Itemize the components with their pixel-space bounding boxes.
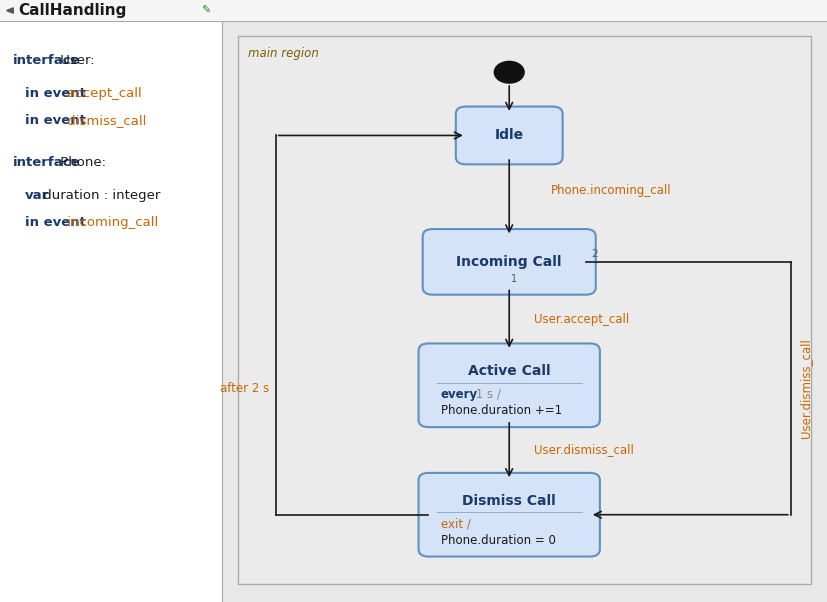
Text: User.dismiss_call: User.dismiss_call bbox=[798, 338, 811, 438]
FancyBboxPatch shape bbox=[418, 473, 599, 556]
Text: interface: interface bbox=[12, 54, 80, 67]
Text: main region: main region bbox=[248, 47, 319, 60]
Text: in event: in event bbox=[25, 87, 86, 100]
FancyBboxPatch shape bbox=[418, 343, 599, 427]
Text: 1: 1 bbox=[510, 274, 516, 284]
FancyBboxPatch shape bbox=[0, 0, 827, 21]
Text: 2: 2 bbox=[590, 249, 597, 259]
Text: Phone.duration = 0: Phone.duration = 0 bbox=[440, 534, 555, 547]
Text: in event: in event bbox=[25, 114, 86, 127]
Text: ✎: ✎ bbox=[200, 5, 210, 16]
Text: after 2 s: after 2 s bbox=[220, 382, 269, 395]
Text: 1 s /: 1 s / bbox=[471, 388, 500, 401]
FancyBboxPatch shape bbox=[222, 21, 827, 602]
Text: User.dismiss_call: User.dismiss_call bbox=[533, 444, 633, 456]
Text: Phone:: Phone: bbox=[55, 156, 106, 169]
Text: interface: interface bbox=[12, 156, 80, 169]
Text: accept_call: accept_call bbox=[63, 87, 142, 100]
FancyBboxPatch shape bbox=[0, 0, 222, 602]
Text: Active Call: Active Call bbox=[467, 364, 550, 379]
Text: Phone.duration +=1: Phone.duration +=1 bbox=[440, 405, 562, 417]
Text: every: every bbox=[440, 388, 477, 401]
Polygon shape bbox=[7, 8, 13, 13]
Text: var: var bbox=[25, 189, 49, 202]
Text: exit /: exit / bbox=[440, 517, 471, 530]
Text: Dismiss Call: Dismiss Call bbox=[461, 494, 556, 508]
Text: Phone.incoming_call: Phone.incoming_call bbox=[550, 184, 671, 197]
Text: in event: in event bbox=[25, 216, 86, 229]
Text: CallHandling: CallHandling bbox=[18, 3, 127, 18]
Circle shape bbox=[494, 61, 523, 83]
Text: Incoming Call: Incoming Call bbox=[456, 255, 562, 269]
Text: User:: User: bbox=[55, 54, 94, 67]
Text: incoming_call: incoming_call bbox=[63, 216, 158, 229]
Text: dismiss_call: dismiss_call bbox=[63, 114, 146, 127]
FancyBboxPatch shape bbox=[422, 229, 595, 295]
FancyBboxPatch shape bbox=[238, 36, 810, 584]
FancyBboxPatch shape bbox=[455, 107, 562, 164]
Text: Idle: Idle bbox=[494, 128, 523, 143]
Text: User.accept_call: User.accept_call bbox=[533, 312, 629, 326]
Text: duration : integer: duration : integer bbox=[39, 189, 160, 202]
